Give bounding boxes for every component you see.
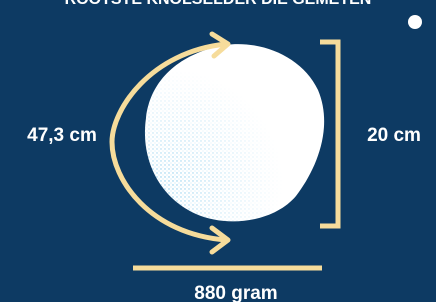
- title: ROOTSTE KNOLSELDER DIE GEMETEN: [65, 0, 372, 8]
- weight-label: 880 gram: [194, 283, 277, 302]
- page: {"title": "ROOTSTE KNOLSELDER DIE GEMETE…: [0, 0, 436, 302]
- height-label: 20 cm: [367, 125, 421, 146]
- stipple: [140, 40, 330, 230]
- infographic: ROOTSTE KNOLSELDER DIE GEMETEN 47,3 cm 2…: [0, 0, 436, 302]
- circumference-label: 47,3 cm: [27, 125, 97, 146]
- dot: [408, 15, 422, 29]
